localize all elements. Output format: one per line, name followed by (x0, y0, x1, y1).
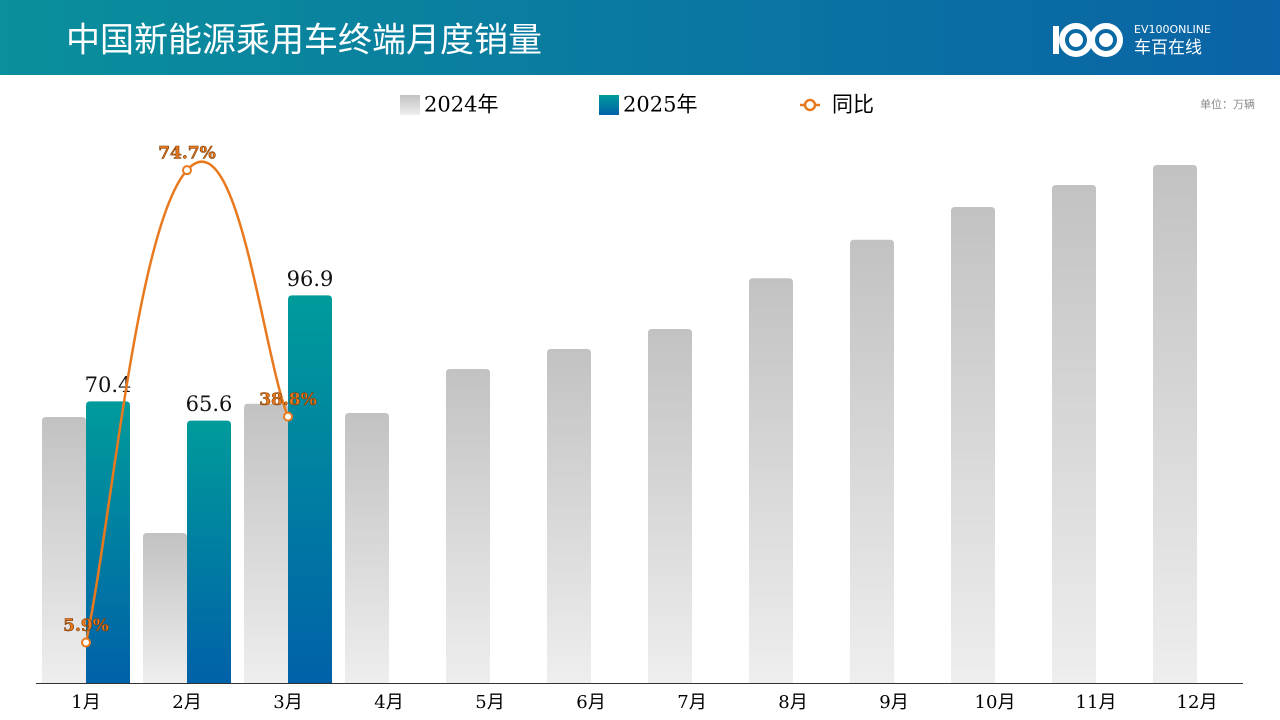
bar (648, 329, 692, 683)
bar (345, 413, 389, 683)
chart-title: 中国新能源乘用车终端月度销量 (66, 21, 542, 61)
yoy-label: 38.8% (259, 390, 317, 410)
legend-swatch (400, 95, 420, 115)
bar (288, 295, 332, 683)
bar (143, 533, 187, 683)
x-tick-label: 3月 (273, 692, 302, 713)
bar (1153, 165, 1197, 683)
legend-label: 同比 (832, 93, 874, 117)
yoy-marker (81, 637, 91, 648)
x-tick-label: 8月 (778, 692, 807, 713)
bar (1052, 185, 1096, 683)
bar (187, 420, 231, 683)
x-tick-label: 2月 (172, 692, 201, 713)
x-tick-label: 5月 (475, 692, 504, 713)
x-tick-label: 9月 (879, 692, 908, 713)
data-label: 65.6 (186, 392, 233, 416)
x-tick-label: 1月 (71, 692, 100, 713)
data-label: 96.9 (287, 267, 334, 291)
x-tick-label: 10月 (975, 692, 1016, 713)
yoy-marker (182, 165, 192, 176)
yoy-label: 5.9% (63, 616, 109, 636)
bar (244, 403, 288, 683)
yoy-line (84, 160, 290, 643)
bar (850, 239, 894, 684)
bar (86, 401, 130, 683)
x-tick-label: 12月 (1177, 692, 1218, 713)
x-tick-label: 4月 (374, 692, 403, 713)
legend-label: 2024年 (424, 93, 498, 117)
bar (749, 278, 793, 683)
bar (547, 349, 591, 683)
brand-en: EV100ONLINE (1134, 23, 1211, 36)
header-bar (0, 0, 1280, 75)
bar (42, 417, 86, 683)
yoy-marker (283, 411, 293, 422)
legend-marker (803, 98, 817, 112)
legend-swatch (599, 95, 619, 115)
legend-label: 2025年 (623, 93, 697, 117)
x-tick-label: 6月 (576, 692, 605, 713)
unit-label: 单位：万辆 (1200, 97, 1255, 111)
bar (951, 207, 995, 683)
x-tick-label: 7月 (677, 692, 706, 713)
yoy-label: 74.7% (158, 144, 216, 164)
logo (1053, 23, 1123, 57)
brand-cn: 车百在线 (1134, 38, 1202, 58)
data-label: 70.4 (85, 373, 132, 397)
bar (446, 369, 490, 683)
x-tick-label: 11月 (1076, 692, 1117, 713)
